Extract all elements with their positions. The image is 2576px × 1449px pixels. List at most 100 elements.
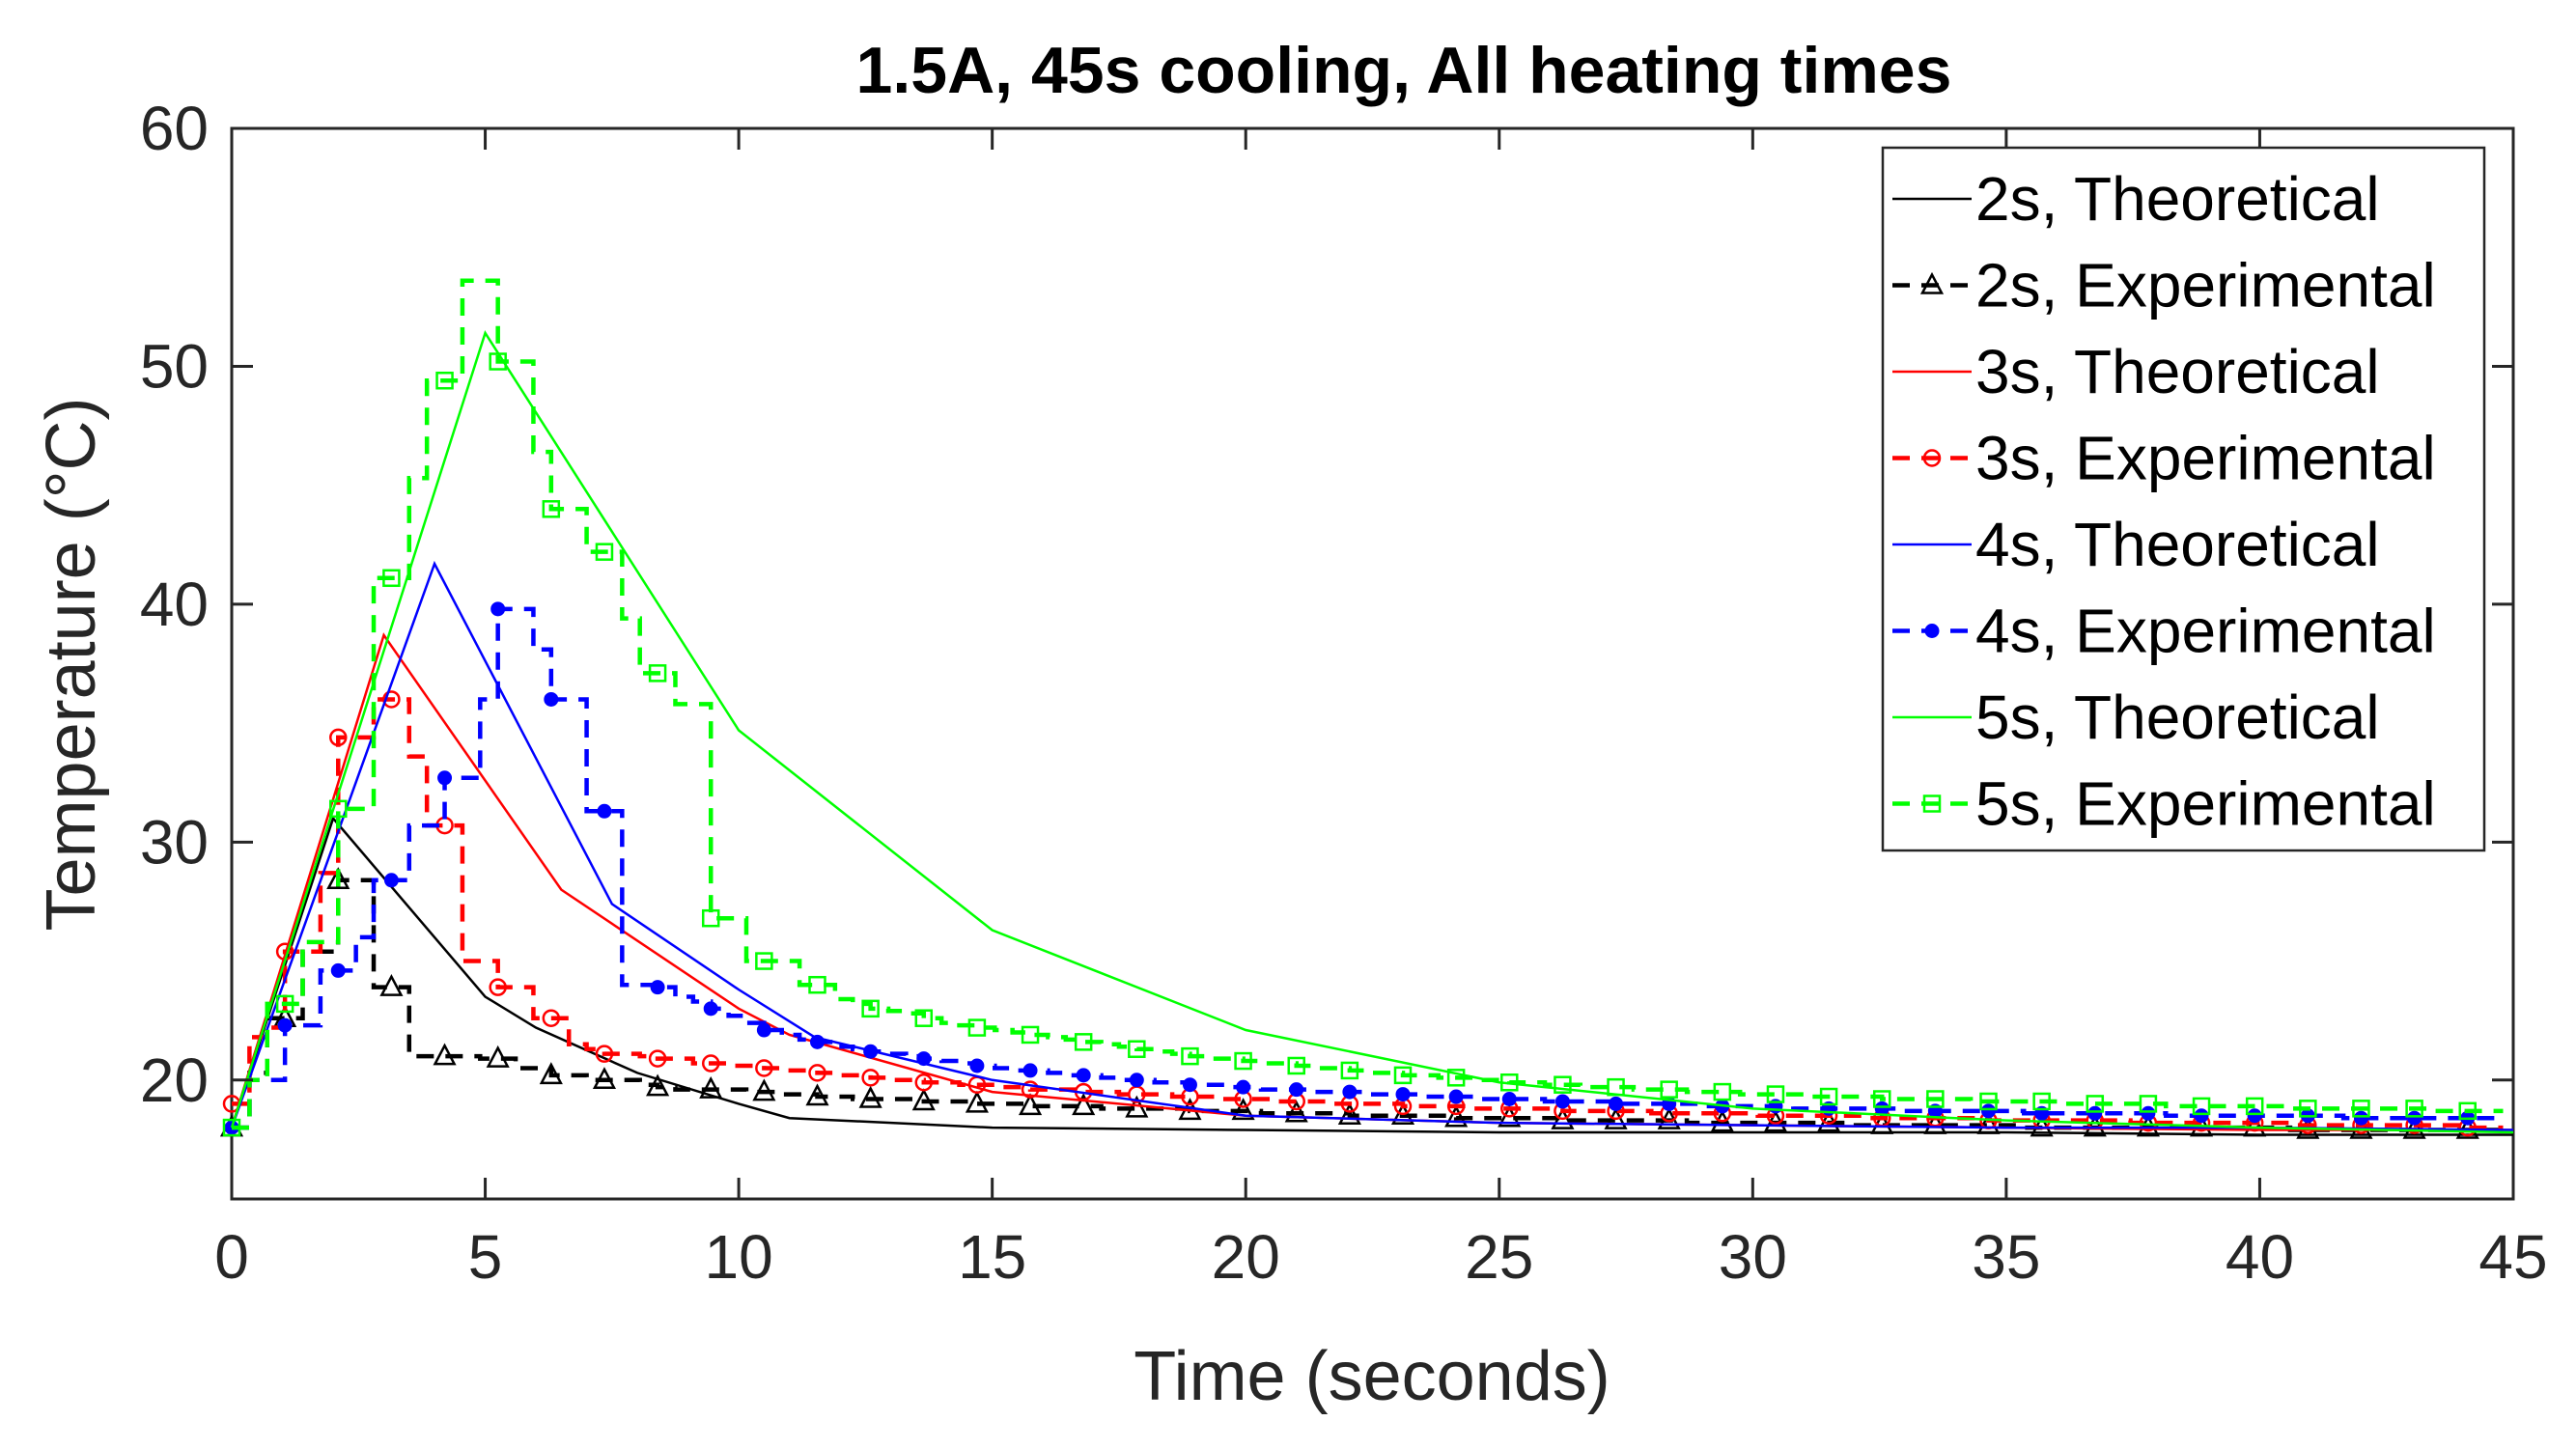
x-tick-label: 45 bbox=[2478, 1222, 2547, 1292]
data-point bbox=[1710, 1109, 1734, 1132]
legend-label: 3s, Experimental bbox=[1975, 424, 2436, 493]
data-point bbox=[2086, 1095, 2105, 1113]
data-point bbox=[1128, 1040, 1146, 1058]
data-point bbox=[2405, 1100, 2423, 1118]
legend-label: 2s, Theoretical bbox=[1975, 164, 2380, 234]
data-point bbox=[2192, 1097, 2211, 1116]
data-point bbox=[756, 1022, 771, 1038]
data-point bbox=[1342, 1084, 1358, 1100]
chart-title: 1.5A, 45s cooling, All heating times bbox=[856, 34, 1952, 107]
data-point bbox=[969, 1058, 985, 1073]
data-point bbox=[2194, 1108, 2209, 1124]
data-point bbox=[490, 601, 506, 617]
data-point bbox=[1234, 1051, 1252, 1071]
legend-box bbox=[1881, 146, 2486, 852]
data-point bbox=[914, 1073, 934, 1092]
data-point bbox=[755, 952, 773, 970]
data-point bbox=[595, 543, 614, 561]
data-point bbox=[805, 1083, 829, 1106]
data-point bbox=[703, 1001, 718, 1017]
x-tick-label: 5 bbox=[468, 1222, 503, 1292]
data-point bbox=[1395, 1087, 1411, 1102]
data-point bbox=[2299, 1100, 2317, 1118]
legend: 2s, Theoretical 2s, Experimental 3s, Theor… bbox=[1881, 146, 2486, 852]
x-axis-label: Time (seconds) bbox=[1134, 1338, 1610, 1415]
data-point bbox=[277, 1017, 293, 1033]
series-4s-experimental bbox=[224, 601, 2504, 1135]
data-point bbox=[383, 873, 399, 888]
data-point bbox=[701, 908, 720, 928]
data-point bbox=[1554, 1075, 1572, 1094]
data-point bbox=[752, 1078, 776, 1101]
data-point bbox=[967, 1018, 987, 1037]
data-point bbox=[861, 1069, 880, 1087]
data-point bbox=[489, 978, 507, 996]
data-point bbox=[648, 664, 667, 683]
data-point bbox=[2136, 1114, 2160, 1137]
data-point bbox=[1393, 1066, 1413, 1085]
data-point bbox=[542, 500, 561, 518]
y-tick-label: 20 bbox=[140, 1045, 209, 1115]
series-line-4s-experimental bbox=[232, 606, 2504, 1130]
data-point bbox=[1072, 1093, 1096, 1116]
data-point bbox=[2407, 1110, 2422, 1126]
x-tick-label: 10 bbox=[705, 1222, 773, 1292]
data-point bbox=[379, 973, 404, 996]
data-point bbox=[1604, 1106, 1628, 1129]
x-tick-label: 25 bbox=[1465, 1222, 1533, 1292]
data-point bbox=[1182, 1077, 1197, 1093]
y-tick-label: 40 bbox=[140, 570, 209, 639]
data-point bbox=[1390, 1102, 1415, 1125]
x-tick-label: 40 bbox=[2226, 1222, 2294, 1292]
data-point bbox=[1444, 1104, 1469, 1128]
data-point bbox=[435, 371, 454, 390]
data-point bbox=[1551, 1106, 1575, 1129]
data-point bbox=[701, 1054, 720, 1073]
data-point bbox=[2245, 1097, 2264, 1116]
data-point bbox=[1340, 1061, 1359, 1080]
data-point bbox=[1660, 1080, 1678, 1099]
data-point bbox=[330, 962, 346, 978]
data-point bbox=[2247, 1108, 2262, 1124]
legend-label: 5s, Experimental bbox=[1975, 769, 2436, 839]
data-point bbox=[1500, 1073, 1519, 1092]
data-point bbox=[1819, 1087, 1838, 1106]
data-point bbox=[1713, 1082, 1732, 1101]
data-point bbox=[595, 1045, 614, 1063]
data-point bbox=[808, 975, 826, 994]
y-tick-label: 60 bbox=[140, 94, 209, 163]
data-point bbox=[437, 770, 453, 786]
data-point bbox=[1018, 1093, 1043, 1116]
data-point bbox=[1979, 1092, 1998, 1111]
data-point bbox=[1289, 1082, 1304, 1098]
data-point bbox=[222, 1118, 241, 1137]
data-point bbox=[808, 1064, 826, 1082]
data-point bbox=[1609, 1096, 1624, 1111]
data-point bbox=[2352, 1100, 2370, 1118]
data-point bbox=[592, 1067, 617, 1090]
legend-label: 5s, Theoretical bbox=[1975, 683, 2380, 752]
data-point bbox=[1872, 1090, 1891, 1108]
x-tick-label: 30 bbox=[1719, 1222, 1787, 1292]
x-tick-label: 15 bbox=[958, 1222, 1026, 1292]
data-point bbox=[2139, 1095, 2158, 1113]
data-point bbox=[382, 569, 401, 588]
data-point bbox=[1181, 1046, 1199, 1066]
data-point bbox=[863, 1044, 879, 1059]
data-point bbox=[1074, 1033, 1093, 1051]
data-point bbox=[486, 1045, 510, 1068]
data-point bbox=[1129, 1073, 1144, 1088]
legend-label: 4s, Experimental bbox=[1975, 597, 2436, 666]
data-point bbox=[1766, 1085, 1785, 1103]
legend-label: 4s, Theoretical bbox=[1975, 510, 2380, 579]
data-point bbox=[2458, 1101, 2477, 1121]
series-line-2s-experimental bbox=[232, 878, 2504, 1132]
data-point bbox=[1287, 1056, 1305, 1075]
legend-marker bbox=[1922, 449, 1942, 467]
data-point bbox=[326, 867, 350, 890]
y-tick-label: 30 bbox=[140, 807, 209, 877]
y-tick-label: 50 bbox=[140, 331, 209, 401]
data-point bbox=[2032, 1092, 2051, 1111]
data-point bbox=[914, 1009, 934, 1027]
